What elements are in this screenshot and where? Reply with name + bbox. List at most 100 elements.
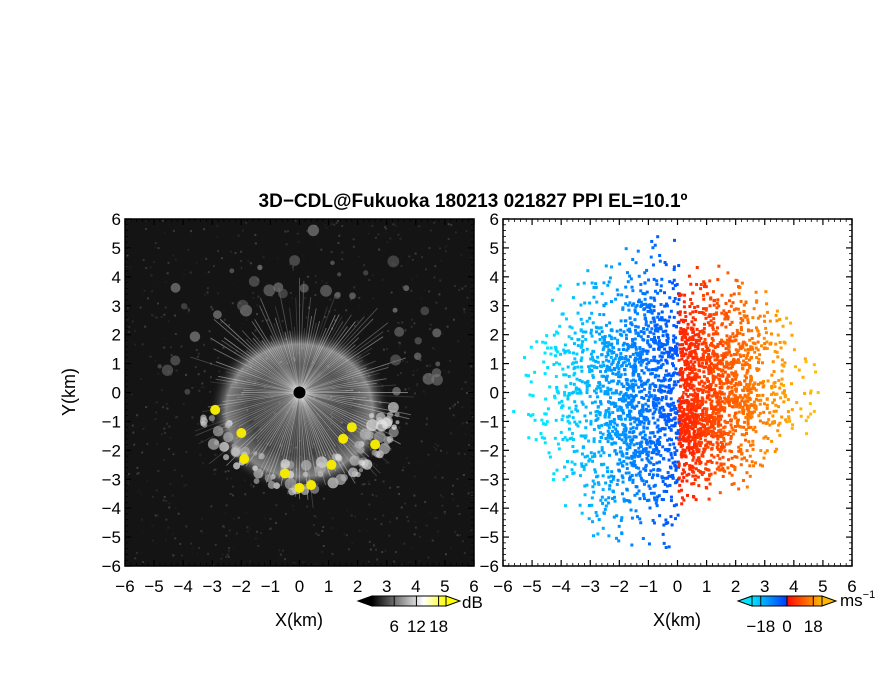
noise-pixel [256,313,259,316]
velocity-pixel [633,362,637,366]
velocity-pixel [684,315,688,319]
velocity-pixel [665,489,669,493]
velocity-pixel [707,369,711,373]
velocity-pixel [568,325,572,329]
echo-cell [277,288,288,299]
high-reflectivity-point [306,480,317,491]
velocity-pixel [716,414,720,418]
velocity-pixel [581,322,585,326]
noise-pixel [186,372,189,375]
noise-pixel [185,525,188,528]
velocity-pixel [702,311,706,315]
velocity-pixel [681,435,685,439]
x-tick-label: −3 [581,577,600,596]
echo-ray [299,322,317,393]
echo-ray [299,392,311,461]
velocity-pixel [795,401,799,405]
noise-pixel [185,373,188,376]
noise-pixel [353,286,356,289]
velocity-pixel [614,391,618,395]
velocity-pixel [724,325,728,329]
velocity-pixel [686,394,690,398]
noise-pixel [184,309,187,312]
velocity-pixel [718,367,722,371]
velocity-pixel [643,271,647,275]
velocity-pixel [692,433,696,437]
velocity-pixel [725,360,729,364]
velocity-pixel [679,326,683,330]
velocity-pixel [622,395,626,399]
noise-pixel [181,474,184,477]
noise-pixel [292,508,295,511]
velocity-pixel [671,476,675,480]
velocity-pixel [654,373,658,377]
noise-pixel [418,401,421,404]
noise-pixel [410,289,413,292]
velocity-pixel [696,406,700,410]
velocity-pixel [594,470,598,474]
velocity-pixel [694,461,698,465]
velocity-pixel [673,451,677,455]
noise-pixel [163,431,166,434]
velocity-pixel [676,311,680,315]
noise-pixel [400,404,403,407]
noise-pixel [453,273,456,276]
velocity-pixel [738,395,742,399]
velocity-pixel [638,353,642,357]
velocity-pixel [714,330,718,334]
echo-cell [302,471,309,477]
velocity-pixel [656,291,660,295]
velocity-pixel [750,336,754,340]
noise-pixel [306,505,309,508]
velocity-pixel [638,497,642,501]
velocity-pixel [678,397,682,401]
reflectivity-colorbar-unit: dB [462,593,483,612]
velocity-pixel [560,399,564,403]
echo-ray [299,316,313,393]
noise-pixel [197,352,200,355]
velocity-pixel [613,449,617,453]
velocity-pixel [580,511,584,515]
noise-pixel [353,477,356,480]
echo-ray [289,330,300,393]
velocity-pixel [585,383,589,387]
velocity-pixel [686,361,690,365]
velocity-pixel [610,379,614,383]
velocity-pixel [648,345,652,349]
velocity-pixel [688,425,692,429]
velocity-pixel [556,442,560,446]
velocity-pixel [512,410,516,414]
velocity-pixel [573,331,577,335]
noise-pixel [433,516,436,519]
velocity-pixel [616,478,620,482]
velocity-pixel [590,368,594,372]
velocity-pixel [676,380,680,384]
velocity-pixel [592,358,596,362]
velocity-pixel [699,427,703,431]
noise-pixel [337,220,340,223]
velocity-pixel [643,316,647,320]
velocity-pixel [725,376,729,380]
velocity-pixel [593,340,597,344]
echo-ray [299,392,357,460]
velocity-pixel [665,324,669,328]
velocity-pixel [688,371,692,375]
velocity-pixel [583,455,587,459]
noise-pixel [227,469,230,472]
velocity-pixel [607,534,611,538]
velocity-pixel [770,384,774,388]
echo-ray [260,298,300,393]
velocity-pixel [677,476,681,480]
velocity-pixel [608,349,612,353]
velocity-pixel [632,416,636,420]
noise-pixel [210,305,213,308]
velocity-pixel [686,373,690,377]
noise-pixel [403,542,406,545]
x-tick-label: −1 [261,577,280,596]
velocity-pixel [673,411,677,415]
velocity-pixel [650,456,654,460]
velocity-pixel [601,432,605,436]
noise-pixel [145,267,148,270]
noise-pixel [447,223,450,226]
velocity-pixel [660,398,664,402]
